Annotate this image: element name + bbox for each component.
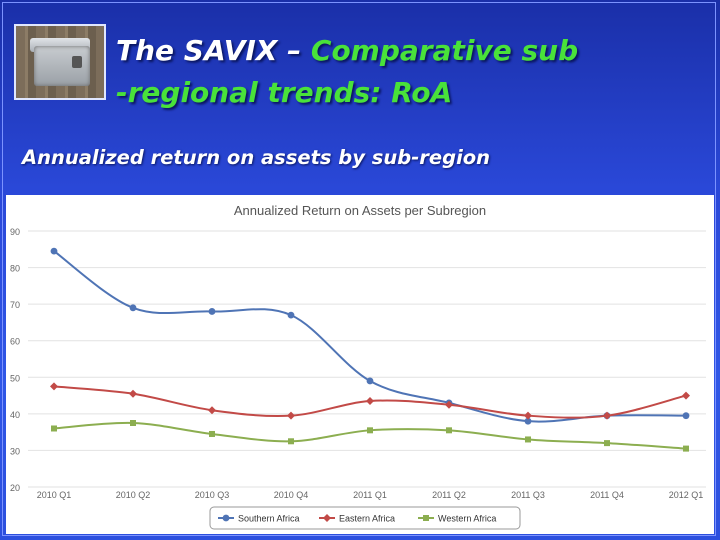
x-tick-label: 2012 Q1 — [669, 490, 704, 500]
title-line2: -regional trends: RoA — [116, 76, 453, 109]
y-tick-label: 60 — [10, 337, 20, 347]
data-point — [367, 427, 373, 434]
data-point — [423, 515, 429, 521]
data-point — [366, 377, 374, 385]
data-point — [129, 389, 137, 398]
data-point — [524, 417, 532, 425]
data-point — [682, 412, 690, 420]
data-point — [130, 420, 136, 426]
data-point — [50, 382, 58, 391]
legend-item[interactable]: Western Africa — [418, 514, 496, 524]
x-tick-label: 2011 Q2 — [432, 490, 466, 500]
grid-lines — [28, 230, 706, 488]
y-tick-label: 30 — [10, 446, 20, 456]
y-axis-labels: 90 80 70 60 50 40 30 20 — [10, 227, 20, 493]
data-point — [51, 425, 57, 432]
data-point — [603, 411, 611, 420]
legend-item[interactable]: Eastern Africa — [319, 514, 395, 524]
series-line — [53, 421, 687, 450]
series-western-africa — [51, 420, 689, 452]
y-tick-label: 90 — [10, 227, 20, 237]
y-tick-label: 40 — [10, 410, 20, 420]
x-tick-label: 2011 Q1 — [353, 490, 387, 500]
series-eastern-africa — [50, 382, 690, 420]
data-point — [446, 427, 452, 434]
y-tick-label: 80 — [10, 264, 20, 274]
x-axis-labels: 2010 Q1 2010 Q2 2010 Q3 2010 Q4 2011 Q1 2011 … — [37, 490, 704, 500]
data-point — [209, 430, 215, 437]
chart-panel: Annualized Return on Assets per Subregio… — [6, 195, 714, 534]
data-point — [208, 406, 216, 415]
data-point — [287, 311, 295, 319]
x-tick-label: 2010 Q4 — [274, 490, 309, 500]
data-point — [222, 514, 230, 522]
title-part1: The SAVIX – — [116, 34, 311, 67]
data-point — [682, 391, 690, 400]
data-point — [287, 411, 295, 420]
legend-box — [209, 506, 521, 530]
data-point — [525, 436, 531, 443]
savings-box-logo — [14, 24, 106, 100]
x-tick-label: 2010 Q2 — [116, 490, 151, 500]
y-tick-label: 20 — [10, 483, 20, 493]
x-tick-label: 2011 Q4 — [590, 490, 624, 500]
x-tick-label: 2010 Q1 — [37, 490, 72, 500]
legend-label: Eastern Africa — [339, 514, 395, 524]
data-point — [323, 514, 331, 522]
x-tick-label: 2011 Q3 — [511, 490, 545, 500]
data-point — [683, 445, 689, 452]
series-group — [50, 247, 690, 452]
x-tick-label: 2010 Q3 — [195, 490, 230, 500]
legend-label: Western Africa — [438, 514, 496, 524]
legend-label: Southern Africa — [238, 514, 300, 524]
slide-title: The SAVIX – Comparative sub -regional tr… — [116, 30, 716, 114]
data-point — [129, 304, 137, 312]
series-line — [53, 250, 687, 423]
data-point — [208, 308, 216, 315]
data-point — [445, 400, 453, 409]
title-part2: Comparative sub — [310, 34, 579, 67]
data-point — [604, 440, 610, 447]
legend-item[interactable]: Southern Africa — [218, 514, 300, 524]
line-chart: Annualized Return on Assets per Subregio… — [10, 203, 706, 530]
legend[interactable]: Southern Africa Eastern Africa Western Afr… — [209, 506, 521, 530]
y-tick-label: 70 — [10, 300, 20, 310]
slide-subtitle: Annualized return on assets by sub-regio… — [22, 146, 491, 169]
lock-icon — [72, 56, 82, 68]
data-point — [366, 397, 374, 406]
chart-title: Annualized Return on Assets per Subregio… — [234, 203, 486, 218]
y-tick-label: 50 — [10, 373, 20, 383]
data-point — [288, 438, 294, 445]
data-point — [524, 411, 532, 420]
data-point — [50, 247, 58, 255]
